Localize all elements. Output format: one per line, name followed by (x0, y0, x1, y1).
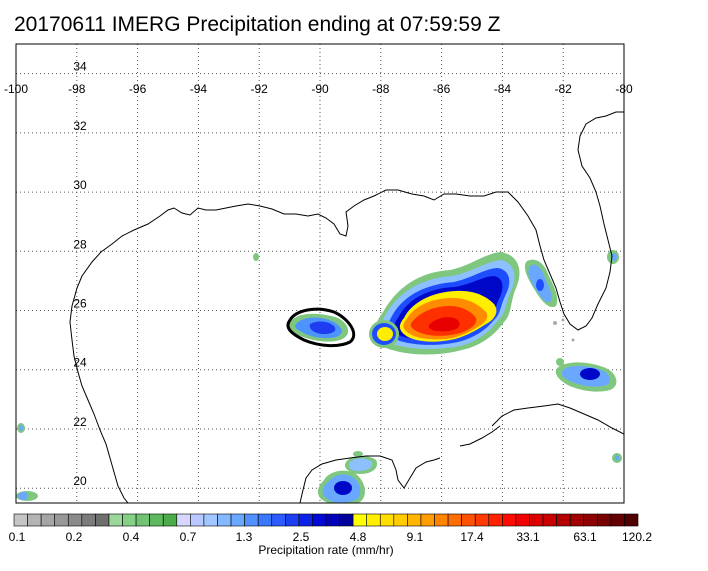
colorbar-swatch (515, 513, 530, 527)
colorbar-swatch (461, 513, 476, 527)
colorbar-swatch (434, 513, 449, 527)
map-frame (15, 43, 625, 504)
colorbar-swatch (95, 513, 110, 527)
lat-tick-label: 32 (73, 119, 87, 133)
colorbar-label: 17.4 (460, 530, 484, 544)
colorbar-swatch (122, 513, 137, 527)
colorbar-swatch (610, 513, 625, 527)
colorbar-swatch (108, 513, 123, 527)
colorbar-swatch (217, 513, 232, 527)
colorbar-swatch (257, 513, 273, 527)
colorbar-swatch (176, 513, 191, 527)
lon-tick-label: -86 (433, 82, 451, 96)
colorbar-swatch (569, 513, 585, 527)
colorbar-swatch (203, 513, 218, 527)
colorbar-label: 0.7 (179, 530, 197, 544)
colorbar-swatch (339, 513, 354, 527)
precip-cell-west-yellow (377, 327, 393, 341)
colorbar-swatch (474, 513, 490, 527)
lon-tick-label: -92 (251, 82, 269, 96)
colorbar-swatch (13, 513, 28, 527)
colorbar-swatch (135, 513, 150, 527)
colorbar-label: 2.5 (292, 530, 310, 544)
colorbar-swatch (393, 513, 408, 527)
colorbar-swatch (298, 513, 313, 527)
colorbar-swatch (230, 513, 245, 527)
lat-tick-label: 26 (73, 297, 87, 311)
colorbar-swatch (244, 513, 259, 527)
colorbar (13, 513, 639, 527)
map-title: 20170611 IMERG Precipitation ending at 0… (14, 13, 501, 36)
lat-tick-label: 34 (73, 60, 87, 74)
colorbar-swatch (597, 513, 612, 527)
colorbar-label: 63.1 (573, 530, 597, 544)
colorbar-label: 33.1 (516, 530, 540, 544)
colorbar-swatch (366, 513, 381, 527)
colorbar-swatch (420, 513, 435, 527)
colorbar-swatch (556, 513, 571, 527)
colorbar-label: 0.2 (65, 530, 83, 544)
precip-cell-main-core (428, 317, 460, 332)
lon-tick-label: -90 (311, 82, 329, 96)
colorbar-label: 4.8 (349, 530, 367, 544)
colorbar-title: Precipitation rate (mm/hr) (258, 543, 394, 557)
colorbar-swatch (27, 513, 42, 527)
colorbar-swatch (325, 513, 340, 527)
precipitation-cells (16, 250, 622, 503)
colorbar-swatch (407, 513, 422, 527)
colorbar-swatch (488, 513, 503, 527)
longitude-labels: -100 -98 -96 -94 -92 -90 -88 -86 -84 -82 -80 (4, 82, 633, 96)
colorbar-swatch (162, 513, 178, 527)
colorbar-swatch (149, 513, 164, 527)
colorbar-swatch (502, 513, 517, 527)
colorbar-swatch (542, 513, 557, 527)
lat-tick-label: 22 (73, 415, 87, 429)
colorbar-swatch (54, 513, 69, 527)
colorbar-swatch (81, 513, 96, 527)
colorbar-label: 9.1 (406, 530, 424, 544)
lat-tick-label: 20 (73, 474, 87, 488)
colorbar-swatch (40, 513, 55, 527)
lon-tick-label: -82 (555, 82, 573, 96)
lat-tick-label: 24 (73, 356, 87, 370)
lon-tick-label: -88 (372, 82, 390, 96)
colorbar-swatch (352, 513, 367, 527)
colorbar-swatch (67, 513, 83, 527)
colorbar-label: 0.1 (8, 530, 26, 544)
colorbar-label: 1.3 (235, 530, 253, 544)
lon-tick-label: -96 (129, 82, 147, 96)
colorbar-swatch (312, 513, 327, 527)
lon-tick-label: -94 (190, 82, 208, 96)
latitude-labels: 34 32 30 28 26 24 22 20 (73, 60, 87, 489)
colorbar-label: 120.2 (621, 530, 653, 544)
lon-tick-label: -100 (4, 82, 28, 96)
colorbar-label: 0.4 (122, 530, 140, 544)
colorbar-swatch (271, 513, 286, 527)
colorbar-swatch (583, 513, 598, 527)
coastlines (69, 111, 624, 503)
colorbar-swatch (447, 513, 462, 527)
lat-tick-label: 30 (73, 178, 87, 192)
lon-tick-label: -98 (68, 82, 86, 96)
colorbar-swatch (285, 513, 300, 527)
colorbar-swatch (624, 513, 639, 527)
colorbar-swatch (379, 513, 395, 527)
lon-tick-label: -84 (494, 82, 512, 96)
lat-tick-label: 28 (73, 237, 87, 251)
highlight-contour (286, 307, 356, 348)
colorbar-swatch (529, 513, 544, 527)
lon-tick-label: -80 (615, 82, 633, 96)
colorbar-swatch (190, 513, 205, 527)
